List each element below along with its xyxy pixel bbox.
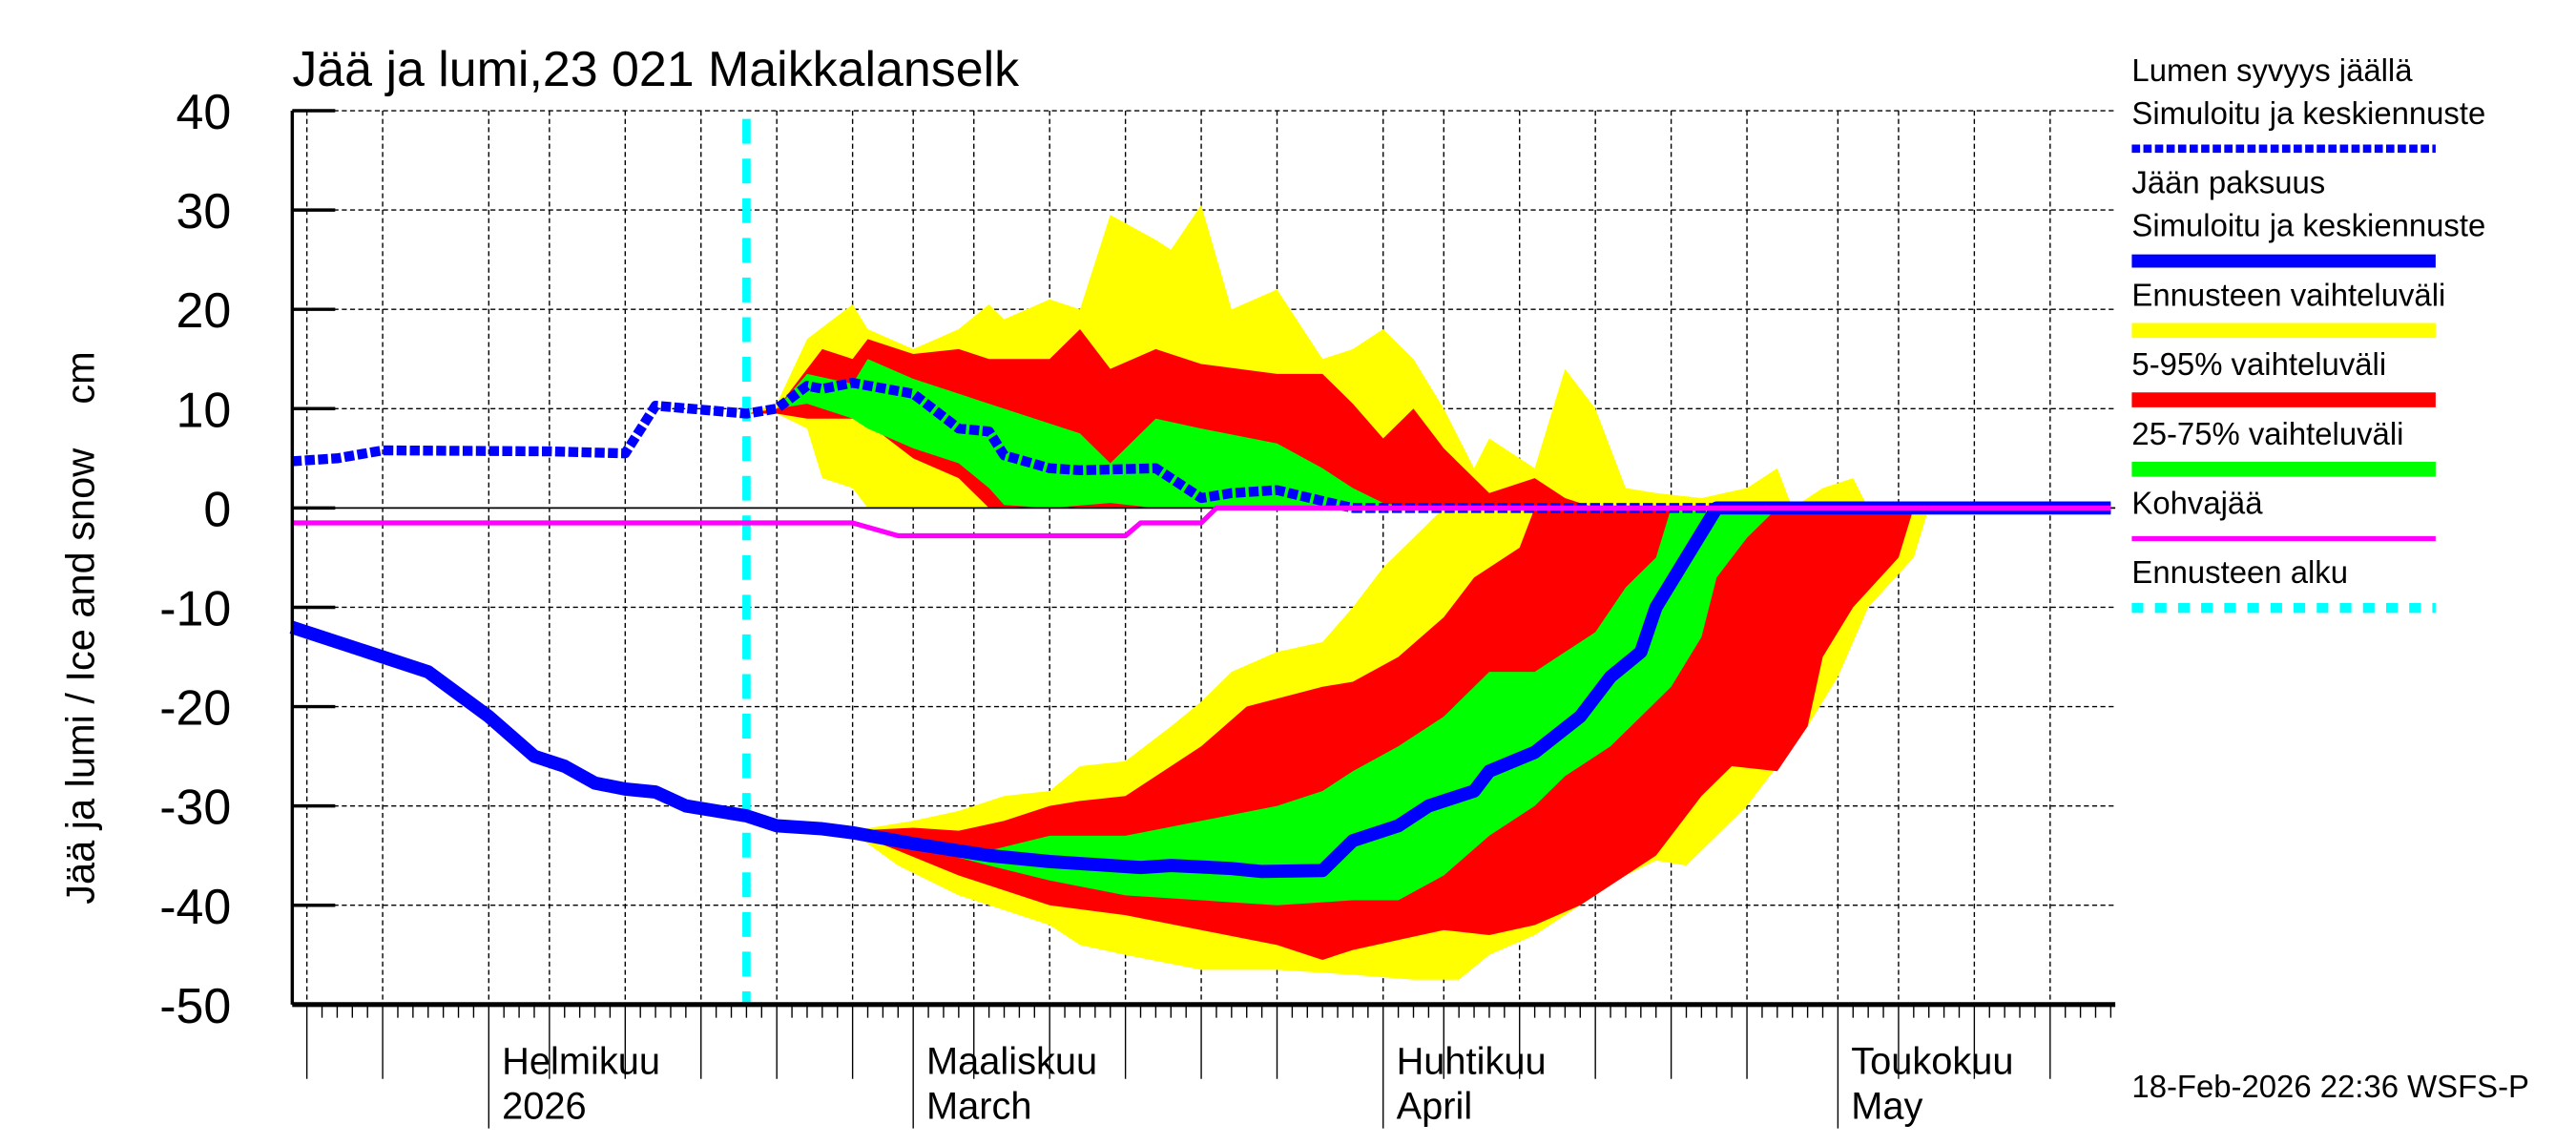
legend-item-range_5_95: 5-95% vaihteluväli	[2131, 346, 2436, 407]
y-tick-label: 20	[177, 283, 232, 339]
legend-item-ice: Jään paksuus Simuloitu ja keskiennuste	[2131, 165, 2485, 268]
y-tick-label: -10	[159, 581, 231, 636]
series-lines	[289, 118, 2116, 1005]
legend-label: Jään paksuus	[2131, 165, 2325, 200]
y-tick-label: -30	[159, 781, 231, 836]
series-ice	[289, 501, 2111, 879]
y-axis-label: Jää ja lumi / Ice and snow cm	[58, 351, 103, 905]
legend-label: Lumen syvyys jäällä	[2131, 52, 2413, 88]
x-month-label-2: March	[926, 1085, 1032, 1127]
y-tick-label: 40	[177, 85, 232, 140]
axes	[290, 109, 2116, 1008]
x-month-label-2: May	[1851, 1085, 1922, 1127]
x-month-label: Maaliskuu	[926, 1041, 1097, 1083]
legend-label: 5-95% vaihteluväli	[2131, 346, 2386, 382]
y-tick-label: 10	[177, 383, 232, 438]
legend-item-snow: Lumen syvyys jäällä Simuloitu ja keskienn…	[2131, 52, 2485, 154]
legend-label-2: Simuloitu ja keskiennuste	[2131, 208, 2485, 243]
legend-label: 25-75% vaihteluväli	[2131, 416, 2403, 451]
legend: Lumen syvyys jäällä Simuloitu ja keskienn…	[2131, 52, 2485, 614]
band-range_25_75-snow	[777, 359, 1414, 509]
y-tick-label: -50	[159, 979, 231, 1034]
y-tick-label: 0	[203, 482, 231, 537]
x-month-label: Toukokuu	[1851, 1041, 2013, 1083]
legend-label: Kohvajää	[2131, 486, 2263, 521]
legend-label: Ennusteen alku	[2131, 554, 2348, 590]
x-month-label: Helmikuu	[502, 1041, 660, 1083]
x-month-label-2: April	[1397, 1085, 1473, 1127]
y-tick-label: -20	[159, 681, 231, 737]
legend-item-range_full: Ennusteen vaihteluväli	[2131, 277, 2445, 339]
legend-item-slush_ice: Kohvajää	[2131, 486, 2436, 542]
chart-title: Jää ja lumi,23 021 Maikkalanselk	[292, 42, 1020, 97]
legend-item-range_25_75: 25-75% vaihteluväli	[2131, 416, 2436, 477]
y-tick-labels: 40 30 20 10 0 -10 -20 -30 -40 -50	[159, 85, 231, 1034]
x-month-label-2: 2026	[502, 1085, 587, 1127]
timestamp: 18-Feb-2026 22:36 WSFS-P	[2131, 1069, 2529, 1104]
y-tick-label: -40	[159, 880, 231, 935]
series-slush_ice	[291, 505, 2111, 539]
x-month-label: Huhtikuu	[1397, 1041, 1547, 1083]
y-tick-label: 30	[177, 184, 232, 239]
legend-label-2: Simuloitu ja keskiennuste	[2131, 95, 2485, 131]
legend-item-forecast_start: Ennusteen alku	[2131, 554, 2436, 614]
legend-label: Ennusteen vaihteluväli	[2131, 277, 2445, 312]
series-snow	[291, 378, 2111, 513]
